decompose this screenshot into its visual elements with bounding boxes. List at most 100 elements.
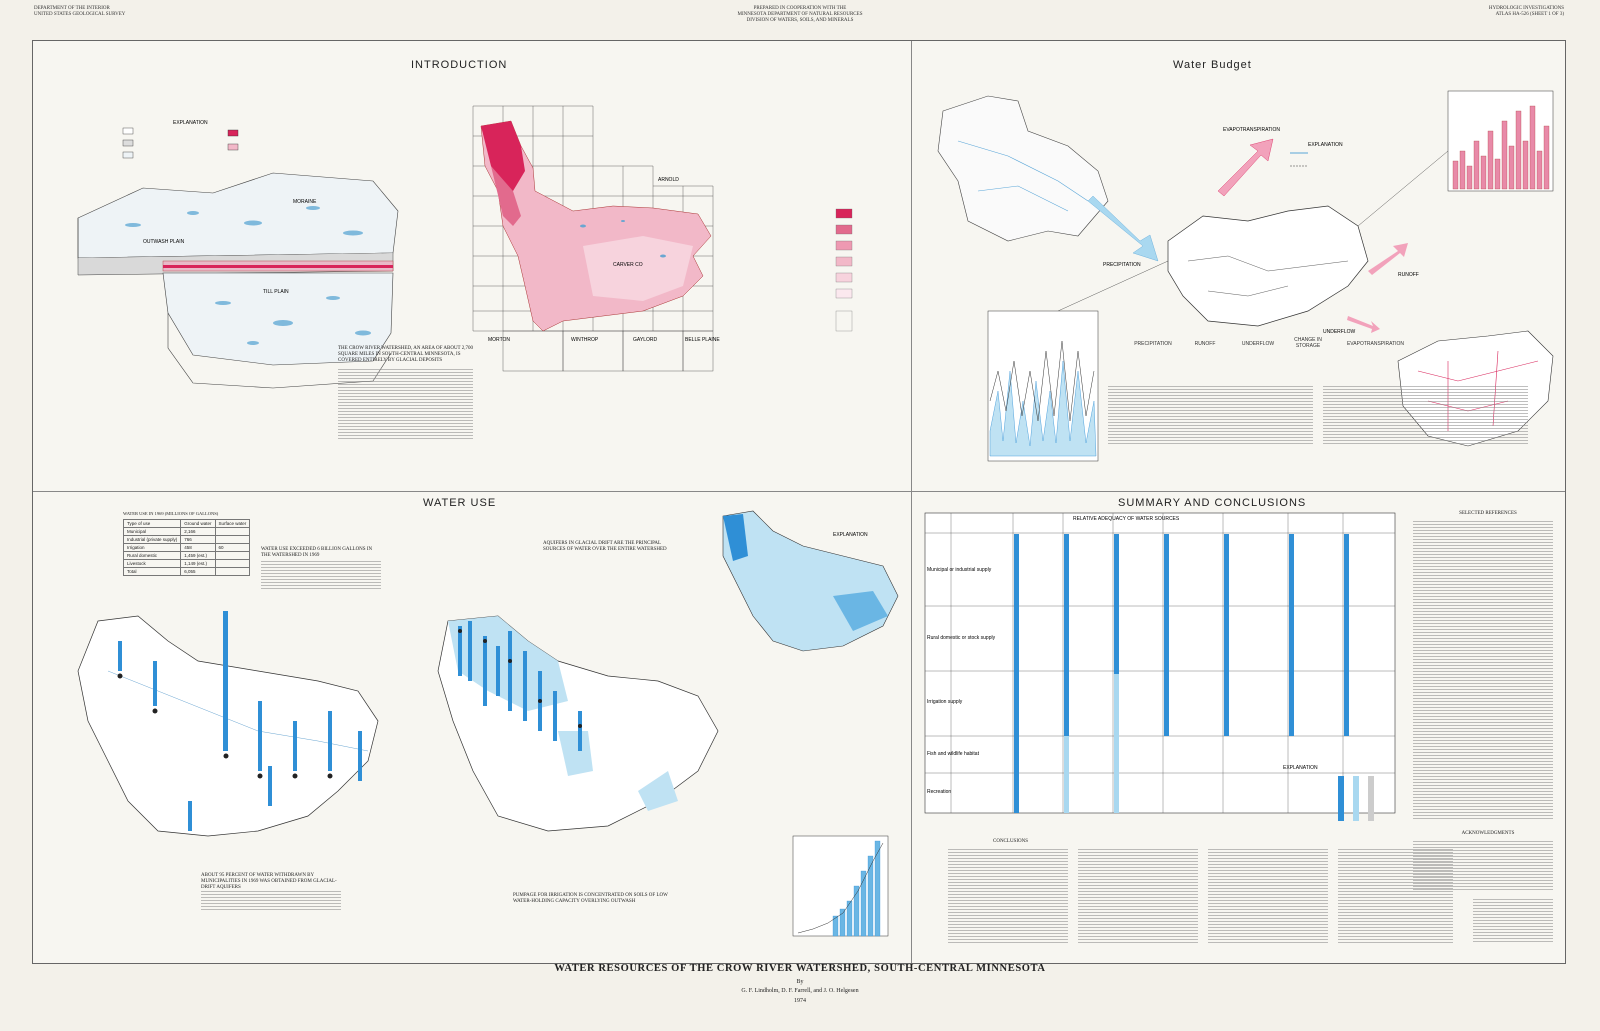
label-runoff: RUNOFF bbox=[1398, 272, 1419, 278]
acknowledgments-title: ACKNOWLEDGMENTS bbox=[1461, 831, 1515, 836]
footer-by: By bbox=[796, 979, 804, 985]
table-header-row: Type of use Ground water Surface water bbox=[122, 519, 251, 528]
eq-precipitation: PRECIPITATION bbox=[1134, 341, 1172, 347]
table-cell: 766 bbox=[180, 535, 216, 544]
conclusions-col-2 bbox=[1078, 849, 1198, 944]
summary-title: SUMMARY AND CONCLUSIONS bbox=[1118, 497, 1307, 509]
irrigation-growth-chart bbox=[792, 835, 889, 937]
table-header-cell: Surface water bbox=[214, 519, 251, 528]
table-cell bbox=[214, 535, 251, 544]
label-till-plain: TILL PLAIN bbox=[263, 289, 289, 295]
introduction-title: INTRODUCTION bbox=[411, 59, 508, 71]
town-gaylord: GAYLORD bbox=[633, 337, 657, 343]
town-arnold: ARNOLD bbox=[658, 177, 679, 183]
town-belle-plaine: BELLE PLAINE bbox=[685, 337, 720, 343]
header-left-line-2: UNITED STATES GEOLOGICAL SURVEY bbox=[34, 12, 126, 17]
water-use-caption-3: ABOUT 95 PERCENT OF WATER WITHDRAWN BY M… bbox=[201, 873, 337, 890]
municipal-supply-map bbox=[77, 611, 379, 837]
topography-map: MORTON WINTHROP GAYLORD BELLE PLAINE ARN… bbox=[472, 105, 720, 372]
introduction-legend: EXPLANATION bbox=[122, 120, 239, 159]
water-use-text-1 bbox=[261, 561, 381, 591]
header-right-line-2: ATLAS HA-526 (SHEET 1 OF 3) bbox=[1495, 12, 1564, 17]
glacial-block-diagram: OUTWASH PLAIN MORAINE TILL PLAIN bbox=[77, 172, 399, 389]
matrix-row-recreation: Recreation bbox=[927, 789, 951, 795]
irrigation-map bbox=[437, 615, 719, 832]
water-budget-text-left bbox=[1108, 386, 1313, 446]
table-cell: Livestock bbox=[122, 559, 182, 568]
water-use-table: Type of use Ground water Surface water M… bbox=[122, 519, 251, 576]
town-winthrop: WINTHROP bbox=[571, 337, 599, 343]
matrix-row-municipal: Municipal or industrial supply bbox=[927, 567, 992, 573]
header-center-line-3: DIVISION OF WATERS, SOILS, AND MINERALS bbox=[746, 18, 854, 23]
table-row: Livestock 1,149 (est.) bbox=[122, 559, 251, 568]
water-budget-legend-title: EXPLANATION bbox=[1308, 142, 1343, 148]
eq-runoff: RUNOFF bbox=[1194, 341, 1216, 347]
eq-evapotranspiration: EVAPOTRANSPIRATION bbox=[1346, 341, 1405, 347]
header-left-line-1: DEPARTMENT OF THE INTERIOR bbox=[34, 6, 110, 11]
introduction-text-block bbox=[338, 369, 473, 439]
summary-legend-title: EXPLANATION bbox=[1283, 765, 1318, 771]
eq-change-in-storage: CHANGE IN STORAGE bbox=[1294, 337, 1322, 349]
conclusions-col-3 bbox=[1208, 849, 1328, 944]
table-cell: 458 bbox=[180, 543, 216, 552]
table-header-cell: Ground water bbox=[180, 519, 216, 528]
water-budget-text-right bbox=[1323, 386, 1528, 446]
cooperation-header: PREPARED IN COOPERATION WITH THE MINNESO… bbox=[0, 6, 1600, 24]
table-cell: 2,166 bbox=[180, 527, 216, 536]
sheet-title: WATER RESOURCES OF THE CROW RIVER WATERS… bbox=[554, 963, 1046, 974]
references-list bbox=[1413, 521, 1553, 821]
panel-divider-vertical bbox=[911, 41, 912, 963]
table-row: Total 6,055 bbox=[122, 567, 251, 576]
conclusions-col-1 bbox=[948, 849, 1068, 944]
label-outwash-plain: OUTWASH PLAIN bbox=[143, 239, 185, 245]
matrix-row-rural: Rural domestic or stock supply bbox=[927, 635, 996, 641]
aquifer-legend-title: EXPLANATION bbox=[833, 532, 868, 538]
table-row: Industrial (private supply) 766 bbox=[122, 535, 251, 544]
introduction-legend-title: EXPLANATION bbox=[173, 120, 208, 126]
matrix-title: RELATIVE ADEQUACY OF WATER SOURCES bbox=[1073, 516, 1180, 522]
table-cell: 6,055 bbox=[180, 567, 216, 576]
introduction-caption: THE CROW RIVER WATERSHED, AN AREA OF ABO… bbox=[338, 346, 474, 363]
table-cell: 1,149 (est.) bbox=[180, 559, 216, 568]
table-header-cell: Type of use bbox=[122, 519, 182, 528]
summary-legend: EXPLANATION bbox=[1283, 765, 1374, 821]
acknowledgments-text bbox=[1413, 841, 1553, 891]
atlas-header: HYDROLOGIC INVESTIGATIONS ATLAS HA-526 (… bbox=[1489, 6, 1564, 18]
conclusions-col-5 bbox=[1473, 899, 1553, 944]
label-evapotranspiration: EVAPOTRANSPIRATION bbox=[1223, 127, 1280, 133]
header-center-line-2: MINNESOTA DEPARTMENT OF NATURAL RESOURCE… bbox=[737, 12, 863, 17]
water-use-caption-1: WATER USE EXCEEDED 6 BILLION GALLONS IN … bbox=[261, 547, 373, 558]
water-use-caption-2: AQUIFERS IN GLACIAL DRIFT ARE THE PRINCI… bbox=[543, 541, 667, 552]
table-cell: Irrigation bbox=[122, 543, 182, 552]
footer-authors: G. F. Lindholm, D. F. Farrell, and J. O.… bbox=[741, 988, 859, 994]
table-cell: Municipal bbox=[122, 527, 182, 536]
town-morton: MORTON bbox=[488, 337, 510, 343]
table-cell: 60 bbox=[214, 543, 251, 552]
water-adequacy-matrix: RELATIVE ADEQUACY OF WATER SOURCES Munic… bbox=[924, 512, 1396, 814]
references-title: SELECTED REFERENCES bbox=[1459, 511, 1517, 516]
map-sheet: INTRODUCTION OUTWASH PLAIN MORAINE TILL … bbox=[32, 40, 1566, 964]
water-use-caption-4: PUMPAGE FOR IRRIGATION IS CONCENTRATED O… bbox=[513, 893, 668, 904]
table-row: Municipal 2,166 bbox=[122, 527, 251, 536]
table-cell: Industrial (private supply) bbox=[122, 535, 182, 544]
matrix-row-irrigation: Irrigation supply bbox=[927, 699, 963, 705]
table-cell bbox=[214, 551, 251, 560]
elevation-legend bbox=[835, 208, 853, 332]
matrix-row-fish: Fish and wildlife habitat bbox=[927, 751, 980, 757]
water-use-table-title: WATER USE IN 1969 (MILLIONS OF GALLONS) bbox=[123, 511, 219, 516]
table-cell: Total bbox=[122, 567, 182, 576]
water-use-text-3 bbox=[201, 891, 341, 911]
panel-divider-horizontal bbox=[33, 491, 1565, 492]
label-precipitation: PRECIPITATION bbox=[1103, 262, 1141, 268]
water-budget-title: Water Budget bbox=[1173, 59, 1252, 71]
table-cell: 1,459 (est.) bbox=[180, 551, 216, 560]
water-use-title: WATER USE bbox=[423, 497, 497, 509]
agency-header: DEPARTMENT OF THE INTERIOR UNITED STATES… bbox=[34, 6, 125, 18]
table-cell bbox=[214, 567, 251, 576]
conclusions-title: CONCLUSIONS bbox=[993, 839, 1029, 844]
table-row: Rural domestic 1,459 (est.) bbox=[122, 551, 251, 560]
footer-year: 1974 bbox=[794, 998, 806, 1004]
table-cell: Rural domestic bbox=[122, 551, 182, 560]
label-underflow: UNDERFLOW bbox=[1323, 329, 1356, 335]
header-right-line-1: HYDROLOGIC INVESTIGATIONS bbox=[1488, 6, 1564, 11]
